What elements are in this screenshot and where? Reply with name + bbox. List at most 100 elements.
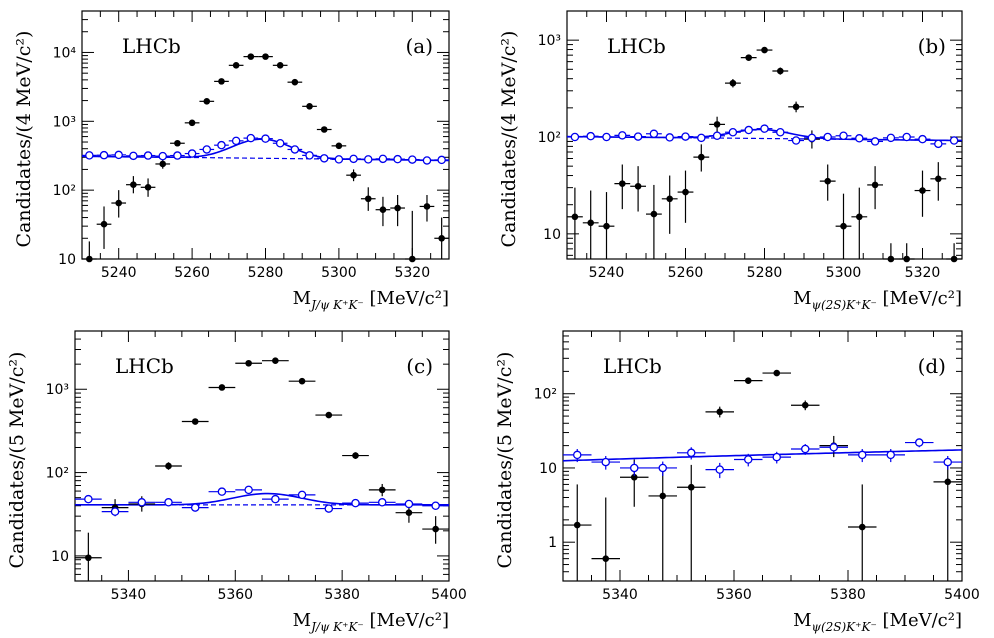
- background-data-point: [933, 455, 962, 470]
- signal-data-point: [883, 243, 899, 263]
- background-data-point: [375, 154, 391, 164]
- background-data-point: [648, 461, 677, 476]
- background-data-point: [791, 444, 820, 455]
- data-marker: [320, 126, 328, 133]
- chart-panel: 5340 5360 5380 5400 1 10 10² Candidates/(5 MeV/…: [494, 330, 980, 634]
- data-marker: [409, 255, 416, 263]
- x-tick-label: 5280: [248, 265, 284, 281]
- data-marker: [377, 498, 387, 507]
- data-marker: [744, 125, 753, 135]
- y-axis-title: Candidates/(5 MeV/c²): [6, 352, 28, 569]
- x-axis-title: Mψ(2S)K⁺K⁻ [MeV/c²]: [793, 288, 962, 312]
- signal-data-point: [914, 170, 931, 217]
- data-marker: [130, 181, 137, 188]
- experiment-label: LHCb: [607, 34, 666, 58]
- data-marker: [137, 498, 147, 507]
- signal-data-point: [705, 406, 734, 418]
- signal-data-point: [422, 516, 449, 544]
- background-data-point: [82, 151, 97, 160]
- data-marker: [687, 448, 696, 458]
- data-marker: [570, 132, 580, 142]
- data-marker: [203, 98, 211, 105]
- y-axis-title: Candidates/(4 MeV/c²): [13, 31, 35, 248]
- data-marker: [350, 171, 357, 179]
- data-marker: [423, 203, 431, 210]
- background-data-point: [914, 134, 931, 144]
- background-data-point: [867, 137, 883, 146]
- background-data-point: [214, 140, 229, 150]
- data-marker: [744, 455, 753, 464]
- data-marker: [665, 133, 674, 142]
- data-marker: [404, 499, 414, 509]
- data-marker: [658, 463, 668, 473]
- data-marker: [218, 78, 225, 85]
- fit-total-curve: [562, 449, 963, 462]
- signal-data-point: [591, 497, 620, 581]
- background-data-point: [930, 139, 947, 149]
- y-tick-label: 10³: [46, 382, 69, 398]
- data-marker: [619, 180, 626, 187]
- signal-data-point: [646, 184, 662, 259]
- x-tick-label: 5260: [174, 265, 210, 281]
- data-marker: [275, 138, 285, 148]
- signal-data-point: [288, 377, 316, 385]
- data-marker: [858, 523, 866, 531]
- data-marker: [165, 462, 172, 470]
- signal-data-point: [734, 377, 763, 384]
- signal-data-point: [756, 46, 773, 54]
- data-marker: [902, 132, 911, 142]
- data-marker: [394, 204, 401, 212]
- signal-data-point: [567, 187, 583, 259]
- signal-data-point: [140, 178, 156, 197]
- background-data-point: [804, 133, 820, 143]
- background-data-point: [905, 438, 934, 448]
- signal-data-point: [316, 126, 332, 133]
- data-marker: [272, 357, 279, 365]
- data-marker: [114, 150, 123, 160]
- data-marker: [217, 487, 227, 496]
- data-marker: [772, 452, 782, 462]
- signal-data-point: [214, 78, 229, 85]
- x-tick-label: 5300: [321, 265, 357, 281]
- background-data-point: [851, 134, 868, 143]
- background-data-point: [614, 131, 631, 140]
- y-tick-label: 10: [543, 227, 561, 243]
- background-data-point: [620, 461, 649, 476]
- fit-total-curve: [75, 492, 449, 506]
- data-marker: [682, 188, 689, 196]
- background-data-point: [705, 462, 734, 479]
- data-marker: [777, 67, 784, 75]
- data-marker: [115, 199, 122, 207]
- background-data-point: [184, 149, 200, 158]
- background-data-point: [287, 145, 303, 154]
- chart-panel: 5240 5260 5280 5300 5320 10 10² 10³ Candidates/(…: [498, 10, 963, 312]
- x-axis-title: MJ/ψ K⁺K⁻ [MeV/c²]: [293, 610, 449, 634]
- background-data-point: [677, 132, 694, 141]
- signal-data-point: [272, 62, 288, 69]
- data-marker: [712, 131, 722, 141]
- background-data-point: [734, 453, 763, 467]
- x-tick-label: 5360: [716, 587, 752, 603]
- data-marker: [319, 154, 329, 163]
- signal-data-point: [630, 166, 646, 212]
- data-marker: [276, 62, 284, 69]
- x-axis-title: Mψ(2S)K⁺K⁻ [MeV/c²]: [793, 610, 962, 634]
- background-data-point: [288, 490, 316, 500]
- data-marker: [943, 457, 953, 467]
- background-data-point: [316, 154, 332, 163]
- signal-data-point: [835, 193, 852, 259]
- data-marker: [886, 133, 896, 143]
- data-marker: [191, 418, 199, 425]
- data-marker: [650, 210, 658, 218]
- data-marker: [791, 136, 801, 145]
- x-tick-label: 5400: [944, 587, 980, 603]
- signal-data-point: [563, 484, 592, 581]
- data-marker: [801, 401, 809, 409]
- data-marker: [840, 222, 847, 230]
- background-data-point: [693, 133, 710, 143]
- data-marker: [334, 155, 344, 164]
- data-marker: [587, 219, 594, 227]
- data-marker: [190, 503, 200, 512]
- data-marker: [297, 490, 307, 500]
- x-tick-label: 5240: [589, 265, 625, 281]
